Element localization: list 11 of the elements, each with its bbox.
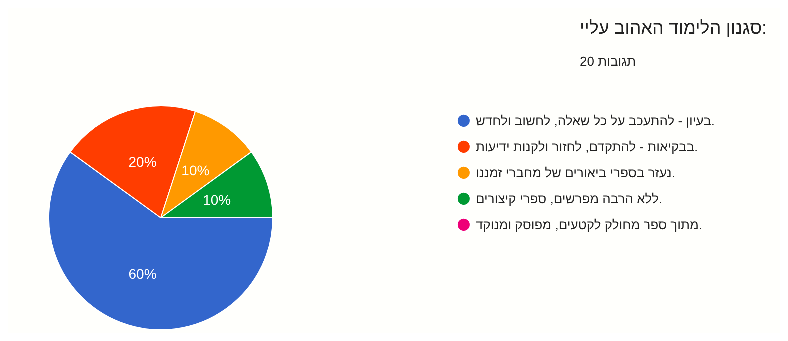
data-label: 10% — [182, 162, 210, 178]
legend-label: ללא הרבה מפרשים, ספרי קיצורים. — [476, 192, 663, 206]
chart-subtitle: 20 תגובות — [580, 54, 636, 69]
legend-label: נעזר בספרי ביאורים של מחברי זמננו. — [476, 166, 676, 180]
legend-label: מתוך ספר מחולק לקטעים, מפוסק ומנוקד. — [476, 218, 703, 232]
legend-label: בעיון - להתעכב על כל שאלה, לחשוב ולחדש. — [476, 114, 716, 128]
data-label: 20% — [128, 154, 157, 170]
chart-title: סגנון הלימוד האהוב עליי: — [580, 18, 768, 38]
data-label: 10% — [203, 192, 232, 208]
data-label: 60% — [128, 266, 157, 282]
legend-label: בבקיאות - להתקדם, לחזור ולקנות ידיעות. — [476, 140, 698, 154]
